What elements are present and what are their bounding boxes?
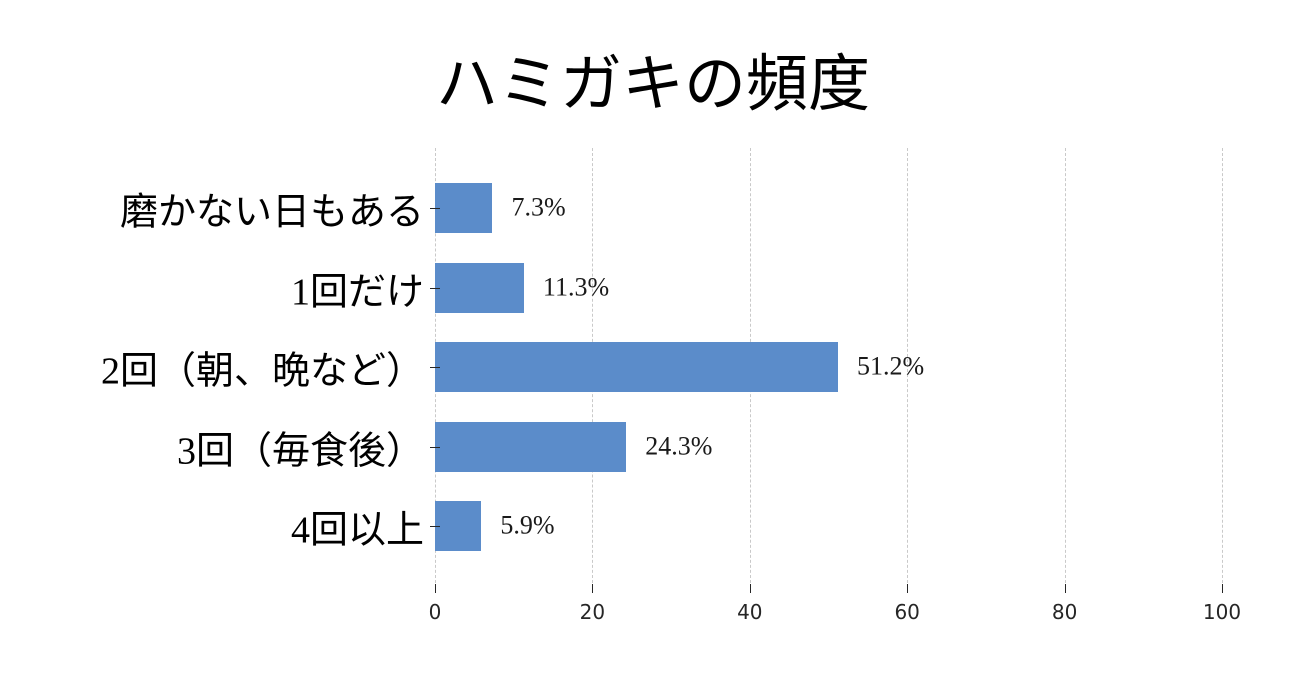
gridline [907,148,909,588]
x-tick-mark [1222,584,1223,593]
bar [435,342,838,392]
y-tick-mark [430,526,440,527]
y-tick-mark [430,287,440,289]
x-tick-label: 20 [579,600,606,624]
category-label: 4回以上 [290,509,424,552]
x-tick-mark [907,584,909,593]
value-label: 11.3% [542,271,610,301]
x-tick-mark [592,584,594,593]
y-tick-mark [430,446,440,448]
category-label: 2回（朝、晩など） [100,350,424,393]
x-tick-label: 100 [1202,600,1242,624]
x-tick-mark [435,584,436,593]
category-label: 3回（毎食後） [176,430,424,472]
y-tick-mark [430,208,440,209]
x-tick-mark [1064,584,1066,593]
value-label: 7.3% [511,192,566,222]
value-label: 51.2% [856,351,925,381]
chart-title: ハミガキの頻度 [435,51,870,119]
bar [435,421,627,472]
value-label: 5.9% [500,510,555,540]
y-tick-mark [430,367,440,368]
bar [435,262,524,313]
x-tick-label: 40 [737,600,763,624]
x-tick-mark [749,584,751,593]
category-label: 磨かない日もある [119,191,424,234]
x-tick-label: 80 [1051,600,1078,624]
bar [435,183,493,233]
plot-area: 0 20 40 60 80 100 磨かない日もある 7.3% 1回だけ 11.3% 2回（朝、晩な… [101,148,1241,624]
gridline [1222,148,1223,588]
x-tick-label: 0 [428,600,442,624]
value-label: 24.3% [645,430,713,460]
bar [435,501,482,551]
gridline [1064,148,1066,588]
x-tick-label: 60 [894,600,920,624]
category-label: 1回だけ [290,271,424,313]
